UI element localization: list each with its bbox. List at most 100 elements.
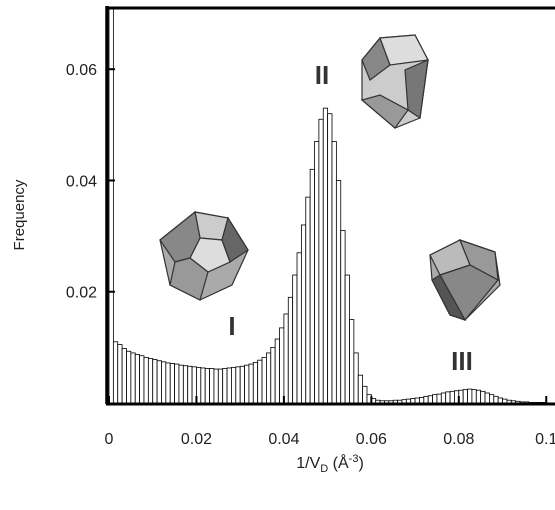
bar [226,367,232,404]
annotation: II [315,60,329,90]
bar [274,338,280,404]
bar [143,356,149,404]
bar [432,394,438,404]
bar [165,362,171,404]
bar [147,358,154,404]
bar [213,368,219,404]
bar [283,313,289,404]
bar [287,296,294,404]
bar [318,118,324,404]
x-tick-label: 0 [105,431,114,448]
x-tick-label: 0.1 [535,431,555,448]
bar [327,113,333,404]
y-axis-label: Frequency [11,179,28,250]
bar [405,398,412,404]
bar [445,391,451,404]
x-tick-label: 0.06 [356,431,387,448]
x-tick-label: 0.02 [181,431,212,448]
x-label-sub: D [320,463,328,475]
annotation: III [451,346,473,376]
bar [357,374,364,404]
x-axis-label: 1/VD (Å-3) [296,453,364,475]
bar [187,365,193,404]
bar [270,346,276,404]
bar [440,392,447,404]
bar [502,398,508,404]
bar [331,141,337,404]
x-label-part: ) [358,455,363,472]
bar [300,224,307,404]
bar [335,180,342,404]
bar [156,360,162,404]
bar [178,364,184,404]
bar [475,389,482,404]
bar [235,366,241,404]
bar [239,365,245,404]
bar [484,392,490,404]
bar [248,363,254,404]
bar [182,365,189,404]
bar [257,359,263,404]
bar [462,389,468,404]
bar [130,352,136,404]
bar [292,274,298,404]
bar [112,341,119,404]
bar [471,389,477,404]
bar [108,8,114,404]
y-tick-label: 0.06 [66,62,97,79]
bar [217,368,224,404]
bar [252,361,259,404]
bar [497,397,503,404]
bar [410,398,416,404]
x-tick-label: 0.08 [443,431,474,448]
bar [231,366,237,404]
bar [349,319,355,404]
x-tick-label: 0.04 [268,431,299,448]
bar [161,361,167,404]
bar [309,168,315,404]
bar [279,327,285,404]
bar [204,368,210,404]
bar [266,352,272,404]
bar [139,355,145,404]
bar [121,348,127,404]
x-label-part: (Å [328,453,349,472]
bar [117,344,123,404]
annotation: I [228,311,235,341]
y-tick-label: 0.04 [66,173,97,190]
bar [436,393,442,404]
bar [423,395,429,404]
x-label-part: 1/V [296,455,320,472]
bar [414,397,420,404]
bar [152,359,158,404]
polyhedron-2 [360,34,429,129]
bar [209,368,215,404]
bar [244,364,250,404]
bar [169,363,175,404]
bar [174,363,180,404]
bar [134,354,141,404]
bar [222,368,228,404]
y-tick-label: 0.02 [66,285,97,302]
bar [296,252,302,404]
bar [489,394,495,404]
bar [261,356,267,404]
bar [353,352,359,404]
bar [401,399,407,404]
bar [362,385,368,404]
bar [493,395,499,404]
polyhedron-3 [429,239,501,322]
bar [427,395,433,404]
bar [467,388,473,404]
bar [200,367,206,404]
bar [419,397,425,404]
x-label-sup: -3 [349,453,359,465]
bar [126,350,132,404]
bar [322,107,329,404]
bar [314,141,320,404]
bar [344,274,350,404]
bar [449,390,455,404]
polyhedron-1 [159,210,249,301]
